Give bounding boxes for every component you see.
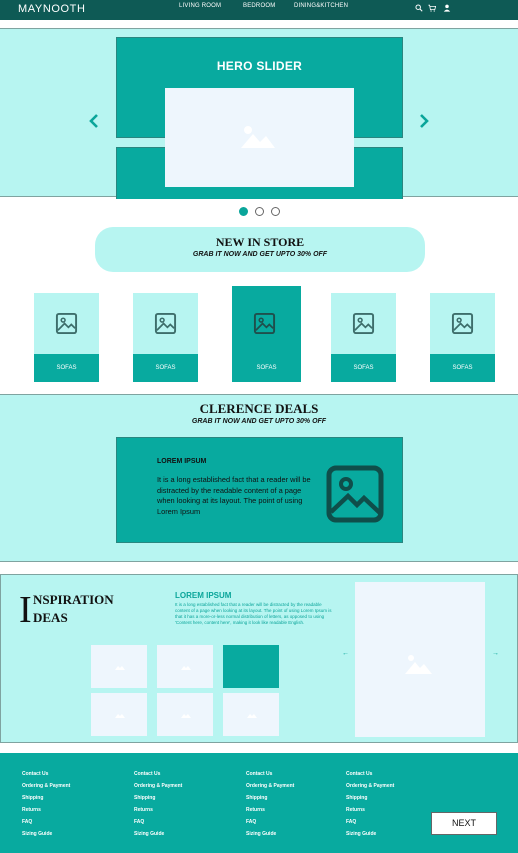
image-placeholder-icon — [326, 465, 384, 523]
chevron-left-icon — [89, 114, 98, 128]
new-in-store-subtitle: GRAB IT NOW AND GET UPTO 30% OFF — [192, 251, 328, 258]
inspiration-text: It is a long established fact that a rea… — [175, 602, 332, 625]
slider-dot-3[interactable] — [271, 207, 280, 216]
new-in-store-title: NEW IN STORE — [215, 235, 305, 249]
footer-link-ordering[interactable]: Ordering & Payment — [246, 783, 295, 789]
inspiration-thumb-2[interactable] — [157, 645, 213, 688]
clearance-deal-card[interactable]: LOREM IPSUM It is a long established fac… — [116, 437, 403, 543]
search-icon[interactable] — [415, 4, 423, 12]
product-card-label: SOFAS — [331, 354, 396, 382]
inspiration-thumb-3[interactable] — [223, 645, 279, 688]
inspiration-drop-cap: I — [19, 589, 32, 631]
clearance-section: CLERENCE DEALS GRAB IT NOW AND GET UPTO … — [0, 394, 518, 562]
image-placeholder-icon — [241, 126, 275, 148]
footer-column-4: Contact Us Ordering & Payment Shipping R… — [346, 768, 394, 840]
footer-link-ordering[interactable]: Ordering & Payment — [134, 783, 183, 789]
footer-link-sizing[interactable]: Sizing Guide — [22, 831, 53, 837]
footer-link-faq[interactable]: FAQ — [246, 819, 257, 825]
footer-link-ordering[interactable]: Ordering & Payment — [346, 783, 395, 789]
image-placeholder-icon — [451, 312, 474, 335]
inspiration-thumb-6[interactable] — [223, 693, 279, 736]
slider-dot-1[interactable] — [239, 207, 248, 216]
inspiration-thumb-5[interactable] — [157, 693, 213, 736]
inspiration-preview-image — [355, 582, 485, 737]
image-placeholder-icon — [154, 312, 177, 335]
footer-link-contact[interactable]: Contact Us — [246, 771, 273, 777]
footer-link-returns[interactable]: Returns — [134, 807, 153, 813]
image-placeholder-icon — [405, 655, 432, 674]
clearance-title: CLERENCE DEALS — [199, 401, 319, 416]
image-placeholder-icon — [115, 666, 125, 670]
footer-link-shipping[interactable]: Shipping — [134, 795, 156, 801]
image-placeholder-icon — [352, 312, 375, 335]
product-card-4[interactable]: SOFAS — [331, 293, 396, 382]
product-card-label: SOFAS — [430, 354, 495, 382]
new-in-store-banner: NEW IN STORE GRAB IT NOW AND GET UPTO 30… — [95, 227, 425, 272]
inspiration-heading: LOREM IPSUM — [175, 591, 232, 600]
footer-link-sizing[interactable]: Sizing Guide — [134, 831, 165, 837]
image-placeholder-icon — [55, 312, 78, 335]
hero-prev-arrow[interactable] — [89, 113, 99, 132]
image-placeholder-icon — [253, 312, 276, 335]
nav-living-room[interactable]: LIVING ROOM — [179, 3, 222, 9]
footer-link-faq[interactable]: FAQ — [134, 819, 145, 825]
footer-link-contact[interactable]: Contact Us — [22, 771, 49, 777]
image-placeholder-icon — [181, 666, 191, 670]
footer-link-ordering[interactable]: Ordering & Payment — [22, 783, 71, 789]
nav-dining-kitchen[interactable]: DINING&KITCHEN — [294, 3, 349, 9]
image-placeholder-icon — [247, 714, 257, 718]
footer-link-sizing[interactable]: Sizing Guide — [246, 831, 277, 837]
product-card-2[interactable]: SOFAS — [133, 293, 198, 382]
footer-column-3: Contact Us Ordering & Payment Shipping R… — [246, 768, 294, 840]
footer: Contact Us Ordering & Payment Shipping R… — [0, 753, 518, 853]
inspiration-title-word2: DEAS — [33, 610, 68, 625]
footer-link-contact[interactable]: Contact Us — [134, 771, 161, 777]
product-card-1[interactable]: SOFAS — [34, 293, 99, 382]
footer-link-shipping[interactable]: Shipping — [22, 795, 44, 801]
product-card-label: SOFAS — [232, 354, 301, 382]
top-nav-bar: MAYNOOTH LIVING ROOM BEDROOM DINING&KITC… — [0, 0, 518, 20]
image-placeholder-icon — [181, 714, 191, 718]
footer-link-faq[interactable]: FAQ — [22, 819, 33, 825]
chevron-right-icon — [420, 114, 429, 128]
footer-link-shipping[interactable]: Shipping — [346, 795, 368, 801]
hero-title: HERO SLIDER — [216, 59, 303, 73]
inspiration-section: I NSPIRATION DEAS LOREM IPSUM It is a lo… — [0, 574, 518, 743]
product-card-label: SOFAS — [34, 354, 99, 382]
footer-link-returns[interactable]: Returns — [22, 807, 41, 813]
product-card-label: SOFAS — [133, 354, 198, 382]
inspiration-thumb-1[interactable] — [91, 645, 147, 688]
footer-link-shipping[interactable]: Shipping — [246, 795, 268, 801]
footer-link-returns[interactable]: Returns — [346, 807, 365, 813]
deal-description: It is a long established fact that a rea… — [157, 475, 311, 516]
footer-link-faq[interactable]: FAQ — [346, 819, 357, 825]
footer-column-2: Contact Us Ordering & Payment Shipping R… — [134, 768, 182, 840]
inspiration-title-word1: NSPIRATION — [33, 592, 114, 607]
product-card-5[interactable]: SOFAS — [430, 293, 495, 382]
inspiration-thumb-4[interactable] — [91, 693, 147, 736]
user-icon[interactable] — [443, 4, 451, 12]
image-placeholder-icon — [115, 714, 125, 718]
nav-bedroom[interactable]: BEDROOM — [243, 3, 276, 9]
footer-column-1: Contact Us Ordering & Payment Shipping R… — [22, 768, 70, 840]
footer-link-returns[interactable]: Returns — [246, 807, 265, 813]
logo[interactable]: MAYNOOTH — [18, 3, 86, 15]
next-button[interactable]: NEXT — [431, 812, 497, 835]
cart-icon[interactable] — [428, 4, 436, 12]
hero-image-placeholder — [165, 88, 354, 187]
footer-link-sizing[interactable]: Sizing Guide — [346, 831, 377, 837]
footer-link-contact[interactable]: Contact Us — [346, 771, 373, 777]
inspiration-prev-arrow[interactable]: ← — [342, 650, 349, 657]
product-card-3[interactable]: SOFAS — [232, 286, 301, 389]
deal-heading: LOREM IPSUM — [157, 458, 207, 465]
hero-section: HERO SLIDER — [0, 28, 518, 199]
slider-dot-2[interactable] — [255, 207, 264, 216]
clearance-subtitle: GRAB IT NOW AND GET UPTO 30% OFF — [191, 418, 327, 425]
inspiration-next-arrow[interactable]: → — [492, 650, 499, 657]
hero-next-arrow[interactable] — [419, 113, 429, 132]
